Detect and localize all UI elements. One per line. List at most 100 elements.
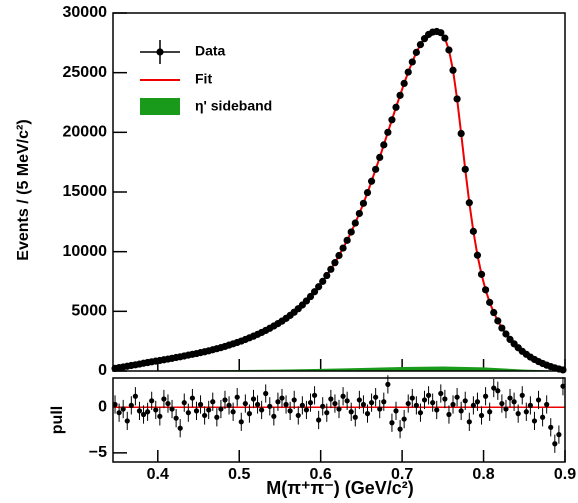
y-tick-label: 20000 [63,124,108,141]
pull-point [425,392,432,398]
x-tick-label: 0.7 [391,466,413,483]
data-point [380,141,388,149]
pull-point [287,408,293,414]
pull-point [556,432,562,438]
pull-point [482,393,489,399]
x-tick-label: 0.8 [472,466,494,483]
pull-point [405,400,411,407]
pull-point [491,385,497,391]
data-point [347,228,355,236]
pull-point [324,410,330,416]
data-point [449,66,457,74]
data-point [400,79,408,88]
y-tick-label: 25000 [63,64,108,81]
data-point [502,330,510,338]
pull-point [128,402,134,408]
pull-point [442,396,448,402]
pull-point [413,402,419,408]
pull-point [222,397,228,403]
pull-point [393,408,399,414]
pull-point [295,412,301,419]
pull-point [377,406,383,412]
data-point [392,103,400,111]
pull-point [246,411,253,417]
pull-point [446,411,452,418]
pull-point [136,408,143,414]
data-point [335,251,343,260]
pull-point [157,413,163,419]
pull-point [340,393,346,399]
data-point [486,298,494,306]
pull-point [149,398,155,404]
pull-point [466,419,472,425]
data-point [412,48,420,56]
data-point [372,165,380,173]
pull-point [218,406,224,412]
legend-marker [156,48,164,56]
pull-point [434,407,440,413]
pull-point [181,400,187,406]
pull-point [495,388,501,394]
pull-point [381,399,387,405]
pull-point [454,394,460,400]
pull-point [316,417,322,423]
pull-point [544,401,550,408]
x-tick-label: 0.9 [554,466,576,483]
data-point [457,129,465,138]
pull-point [515,411,521,417]
y-tick-label: 0 [98,362,107,379]
data-point [465,199,473,207]
pull-point [311,392,318,398]
data-point [490,308,498,317]
x-tick-label: 0.5 [228,466,250,483]
pull-axis-label: pull [49,406,66,434]
x-tick-label: 0.6 [310,466,332,483]
pull-point [226,402,232,408]
data-point [388,116,396,124]
data-point [469,227,477,235]
data-point [453,95,461,103]
data-point [441,34,449,42]
y-tick-label: 30000 [63,4,108,21]
pull-point [356,397,362,403]
pull-point [430,400,436,406]
pull-point [250,396,257,402]
data-point [408,58,416,66]
pull-point [275,399,281,405]
data-point [310,288,319,296]
legend-label: Data [195,43,226,59]
x-tick-label: 0.4 [147,466,169,483]
data-point [396,91,404,99]
pull-point [132,393,138,399]
pull-point [189,395,196,401]
pull-point [401,416,407,422]
legend-swatch [140,98,180,115]
pull-point [177,425,183,431]
data-point [323,271,331,280]
legend-label: Fit [195,71,212,87]
pull-point [487,409,493,415]
data-point [355,209,363,218]
pull-point [552,441,558,447]
pull-point [283,401,289,408]
pull-point [385,381,391,387]
pull-point [145,409,151,415]
pull-point [242,400,248,407]
data-point [477,270,486,278]
pull-point [169,406,175,412]
data-point [351,219,359,227]
pull-point [535,397,542,403]
pull-point [531,418,538,424]
data-point [367,177,376,185]
data-point [473,251,482,259]
pull-point [364,411,371,417]
pull-point [140,411,147,418]
pull-point [540,414,546,420]
frame [112,377,566,463]
pull-point [116,410,122,416]
data-point [461,165,469,173]
pull-point [271,413,277,419]
x-axis-label: M(π⁺π⁻) (GeV/c²) [266,478,414,498]
pull-point [197,401,204,408]
pull-point [161,396,167,402]
